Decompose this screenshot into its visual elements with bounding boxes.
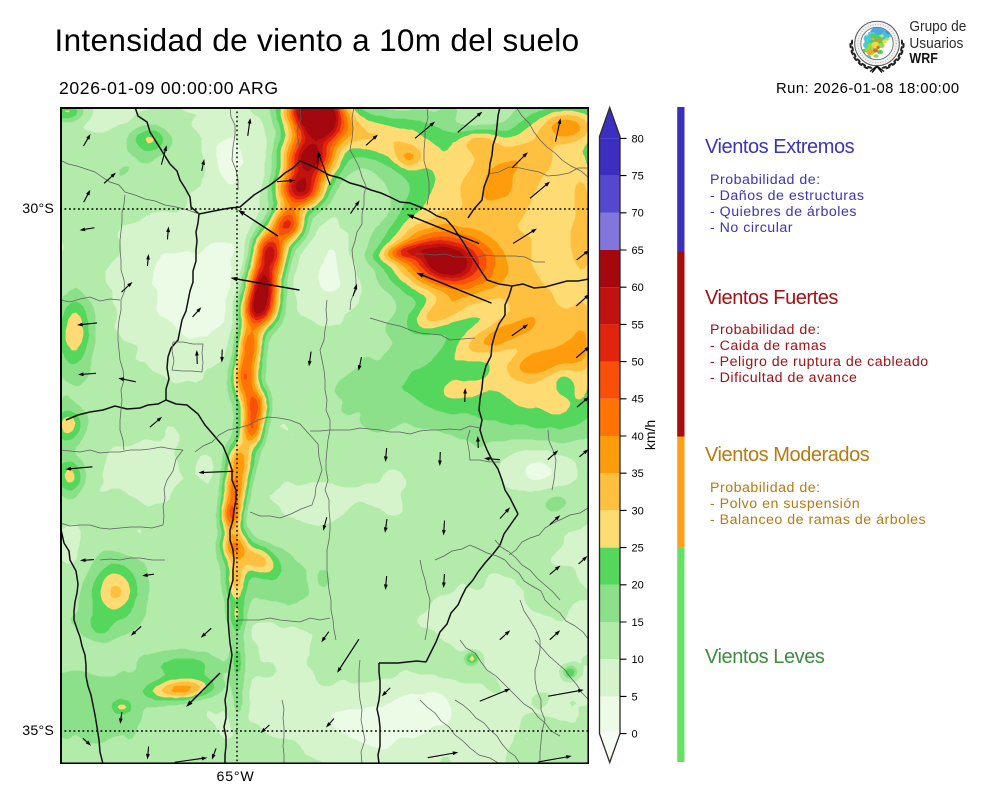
svg-text:5: 5 [632,691,638,703]
svg-text:Usuarios: Usuarios [909,36,963,52]
svg-text:35: 35 [632,468,644,480]
svg-text:30: 30 [632,505,644,517]
svg-text:75: 75 [632,171,644,183]
svg-text:15: 15 [632,617,644,629]
svg-text:60: 60 [632,282,644,294]
svg-text:40: 40 [632,431,644,443]
svg-text:WRF: WRF [909,51,938,67]
svg-text:25: 25 [632,543,644,555]
svg-text:70: 70 [632,208,644,220]
svg-text:65: 65 [632,245,644,257]
svg-text:km/h: km/h [642,420,658,450]
svg-text:55: 55 [632,319,644,331]
svg-text:Grupo de: Grupo de [909,19,966,35]
svg-text:10: 10 [632,654,644,666]
svg-text:0: 0 [632,729,638,741]
svg-text:50: 50 [632,357,644,369]
svg-text:20: 20 [632,580,644,592]
svg-text:80: 80 [632,133,644,145]
svg-text:45: 45 [632,394,644,406]
